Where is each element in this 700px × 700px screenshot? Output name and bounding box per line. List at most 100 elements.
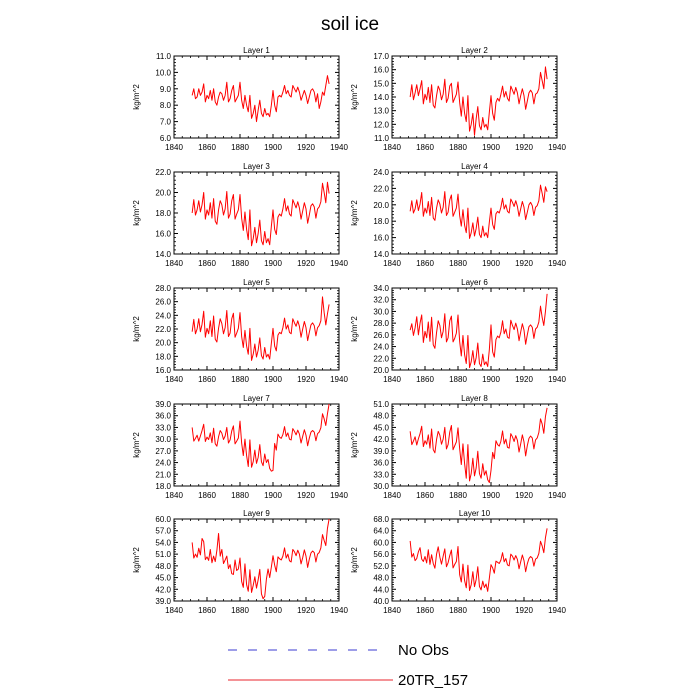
y-tick-label: 24.0 — [373, 168, 389, 177]
x-tick-label: 1920 — [515, 375, 533, 384]
x-tick-label: 1840 — [165, 606, 183, 615]
y-tick-label: 20.0 — [155, 189, 171, 198]
y-tick-label: 33.0 — [373, 470, 389, 479]
y-axis-label: kg/m^2 — [132, 200, 141, 226]
y-tick-label: 48.0 — [373, 412, 389, 421]
x-tick-label: 1900 — [264, 143, 282, 152]
y-tick-label: 24.0 — [155, 459, 171, 468]
x-tick-label: 1880 — [449, 259, 467, 268]
series-line-20tr-157 — [409, 184, 548, 239]
y-tick-label: 24.0 — [373, 343, 389, 352]
x-tick-label: 1860 — [416, 259, 434, 268]
y-tick-label: 16.0 — [373, 234, 389, 243]
y-tick-label: 54.0 — [155, 538, 171, 547]
x-tick-label: 1880 — [449, 606, 467, 615]
y-tick-label: 16.0 — [373, 66, 389, 75]
panel-title: Layer 3 — [243, 162, 270, 171]
y-tick-label: 18.0 — [373, 217, 389, 226]
y-tick-label: 11.0 — [374, 134, 390, 143]
y-tick-label: 39.0 — [373, 447, 389, 456]
y-tick-label: 33.0 — [155, 423, 171, 432]
y-tick-label: 26.0 — [373, 331, 389, 340]
y-axis-label: kg/m^2 — [350, 316, 359, 342]
x-tick-label: 1840 — [165, 375, 183, 384]
series-line-20tr-157 — [191, 518, 330, 600]
panel-layer-8: Layer 8 kg/m^2 1840 1860 1880 1900 1920 1940 30.… — [350, 394, 566, 500]
panel-title: Layer 4 — [461, 162, 488, 171]
panel-layer-2: Layer 2 kg/m^2 1840 1860 1880 1900 1920 1940 11.… — [350, 46, 566, 152]
y-axis-label: kg/m^2 — [350, 432, 359, 458]
y-tick-label: 39.0 — [155, 597, 171, 606]
y-tick-label: 20.0 — [155, 339, 171, 348]
y-tick-label: 28.0 — [155, 284, 171, 293]
y-tick-label: 64.0 — [373, 527, 389, 536]
series-line-20tr-157 — [409, 293, 548, 369]
y-tick-label: 22.0 — [155, 325, 171, 334]
panel-title: Layer 2 — [461, 46, 488, 55]
x-tick-label: 1920 — [297, 606, 315, 615]
x-tick-label: 1840 — [383, 606, 401, 615]
panel-layer-3: Layer 3 kg/m^2 1840 1860 1880 1900 1920 1940 14.… — [132, 162, 348, 268]
x-tick-label: 1900 — [482, 606, 500, 615]
panel-layer-10: Layer 10 kg/m^2 1840 1860 1880 1900 1920 1940 40… — [350, 509, 566, 615]
y-tick-label: 57.0 — [155, 527, 171, 536]
x-tick-label: 1940 — [330, 259, 348, 268]
x-tick-label: 1840 — [165, 143, 183, 152]
panel-title: Layer 5 — [243, 278, 270, 287]
x-tick-label: 1920 — [515, 491, 533, 500]
y-axis-label: kg/m^2 — [350, 200, 359, 226]
x-tick-label: 1920 — [297, 491, 315, 500]
series-line-20tr-157 — [409, 407, 548, 483]
figure-title: soil ice — [321, 14, 379, 35]
y-tick-label: 48.0 — [155, 562, 171, 571]
y-axis-label: kg/m^2 — [132, 547, 141, 573]
y-tick-label: 24.0 — [155, 311, 171, 320]
y-axis-label: kg/m^2 — [350, 84, 359, 110]
x-tick-label: 1900 — [482, 143, 500, 152]
x-tick-label: 1860 — [416, 606, 434, 615]
y-tick-label: 44.0 — [373, 585, 389, 594]
plot-frame — [173, 403, 340, 487]
y-tick-label: 15.0 — [373, 79, 389, 88]
x-tick-label: 1860 — [198, 491, 216, 500]
x-tick-label: 1840 — [383, 375, 401, 384]
y-tick-label: 14.0 — [373, 93, 389, 102]
y-tick-label: 42.0 — [373, 435, 389, 444]
panel-title: Layer 1 — [243, 46, 270, 55]
y-tick-label: 28.0 — [373, 319, 389, 328]
y-tick-label: 18.0 — [155, 482, 171, 491]
series-line-20tr-157 — [191, 403, 330, 472]
y-tick-label: 20.0 — [373, 366, 389, 375]
y-tick-label: 60.0 — [373, 538, 389, 547]
x-tick-label: 1940 — [548, 143, 566, 152]
x-tick-label: 1900 — [264, 491, 282, 500]
legend-label-no-obs: No Obs — [398, 642, 449, 659]
y-axis-label: kg/m^2 — [132, 316, 141, 342]
plot-frame — [173, 55, 340, 139]
plot-frame — [173, 287, 340, 371]
x-tick-label: 1900 — [482, 259, 500, 268]
x-tick-label: 1880 — [231, 259, 249, 268]
x-tick-label: 1860 — [416, 375, 434, 384]
y-tick-label: 39.0 — [155, 400, 171, 409]
series-line-20tr-157 — [409, 66, 548, 136]
x-tick-label: 1840 — [383, 491, 401, 500]
x-tick-label: 1860 — [198, 259, 216, 268]
y-tick-label: 6.0 — [160, 134, 172, 143]
x-tick-label: 1840 — [165, 259, 183, 268]
y-tick-label: 45.0 — [155, 574, 171, 583]
x-tick-label: 1900 — [482, 491, 500, 500]
x-tick-label: 1860 — [416, 491, 434, 500]
y-tick-label: 30.0 — [373, 482, 389, 491]
panel-layer-7: Layer 7 kg/m^2 1840 1860 1880 1900 1920 1940 18.… — [132, 394, 348, 500]
x-tick-label: 1940 — [548, 606, 566, 615]
x-tick-label: 1920 — [297, 375, 315, 384]
x-tick-label: 1940 — [548, 259, 566, 268]
y-tick-label: 16.0 — [155, 366, 171, 375]
panel-layer-9: Layer 9 kg/m^2 1840 1860 1880 1900 1920 1940 39.… — [132, 509, 348, 615]
x-tick-label: 1880 — [449, 491, 467, 500]
x-tick-label: 1840 — [383, 143, 401, 152]
plot-frame — [391, 171, 558, 255]
y-tick-label: 36.0 — [373, 459, 389, 468]
